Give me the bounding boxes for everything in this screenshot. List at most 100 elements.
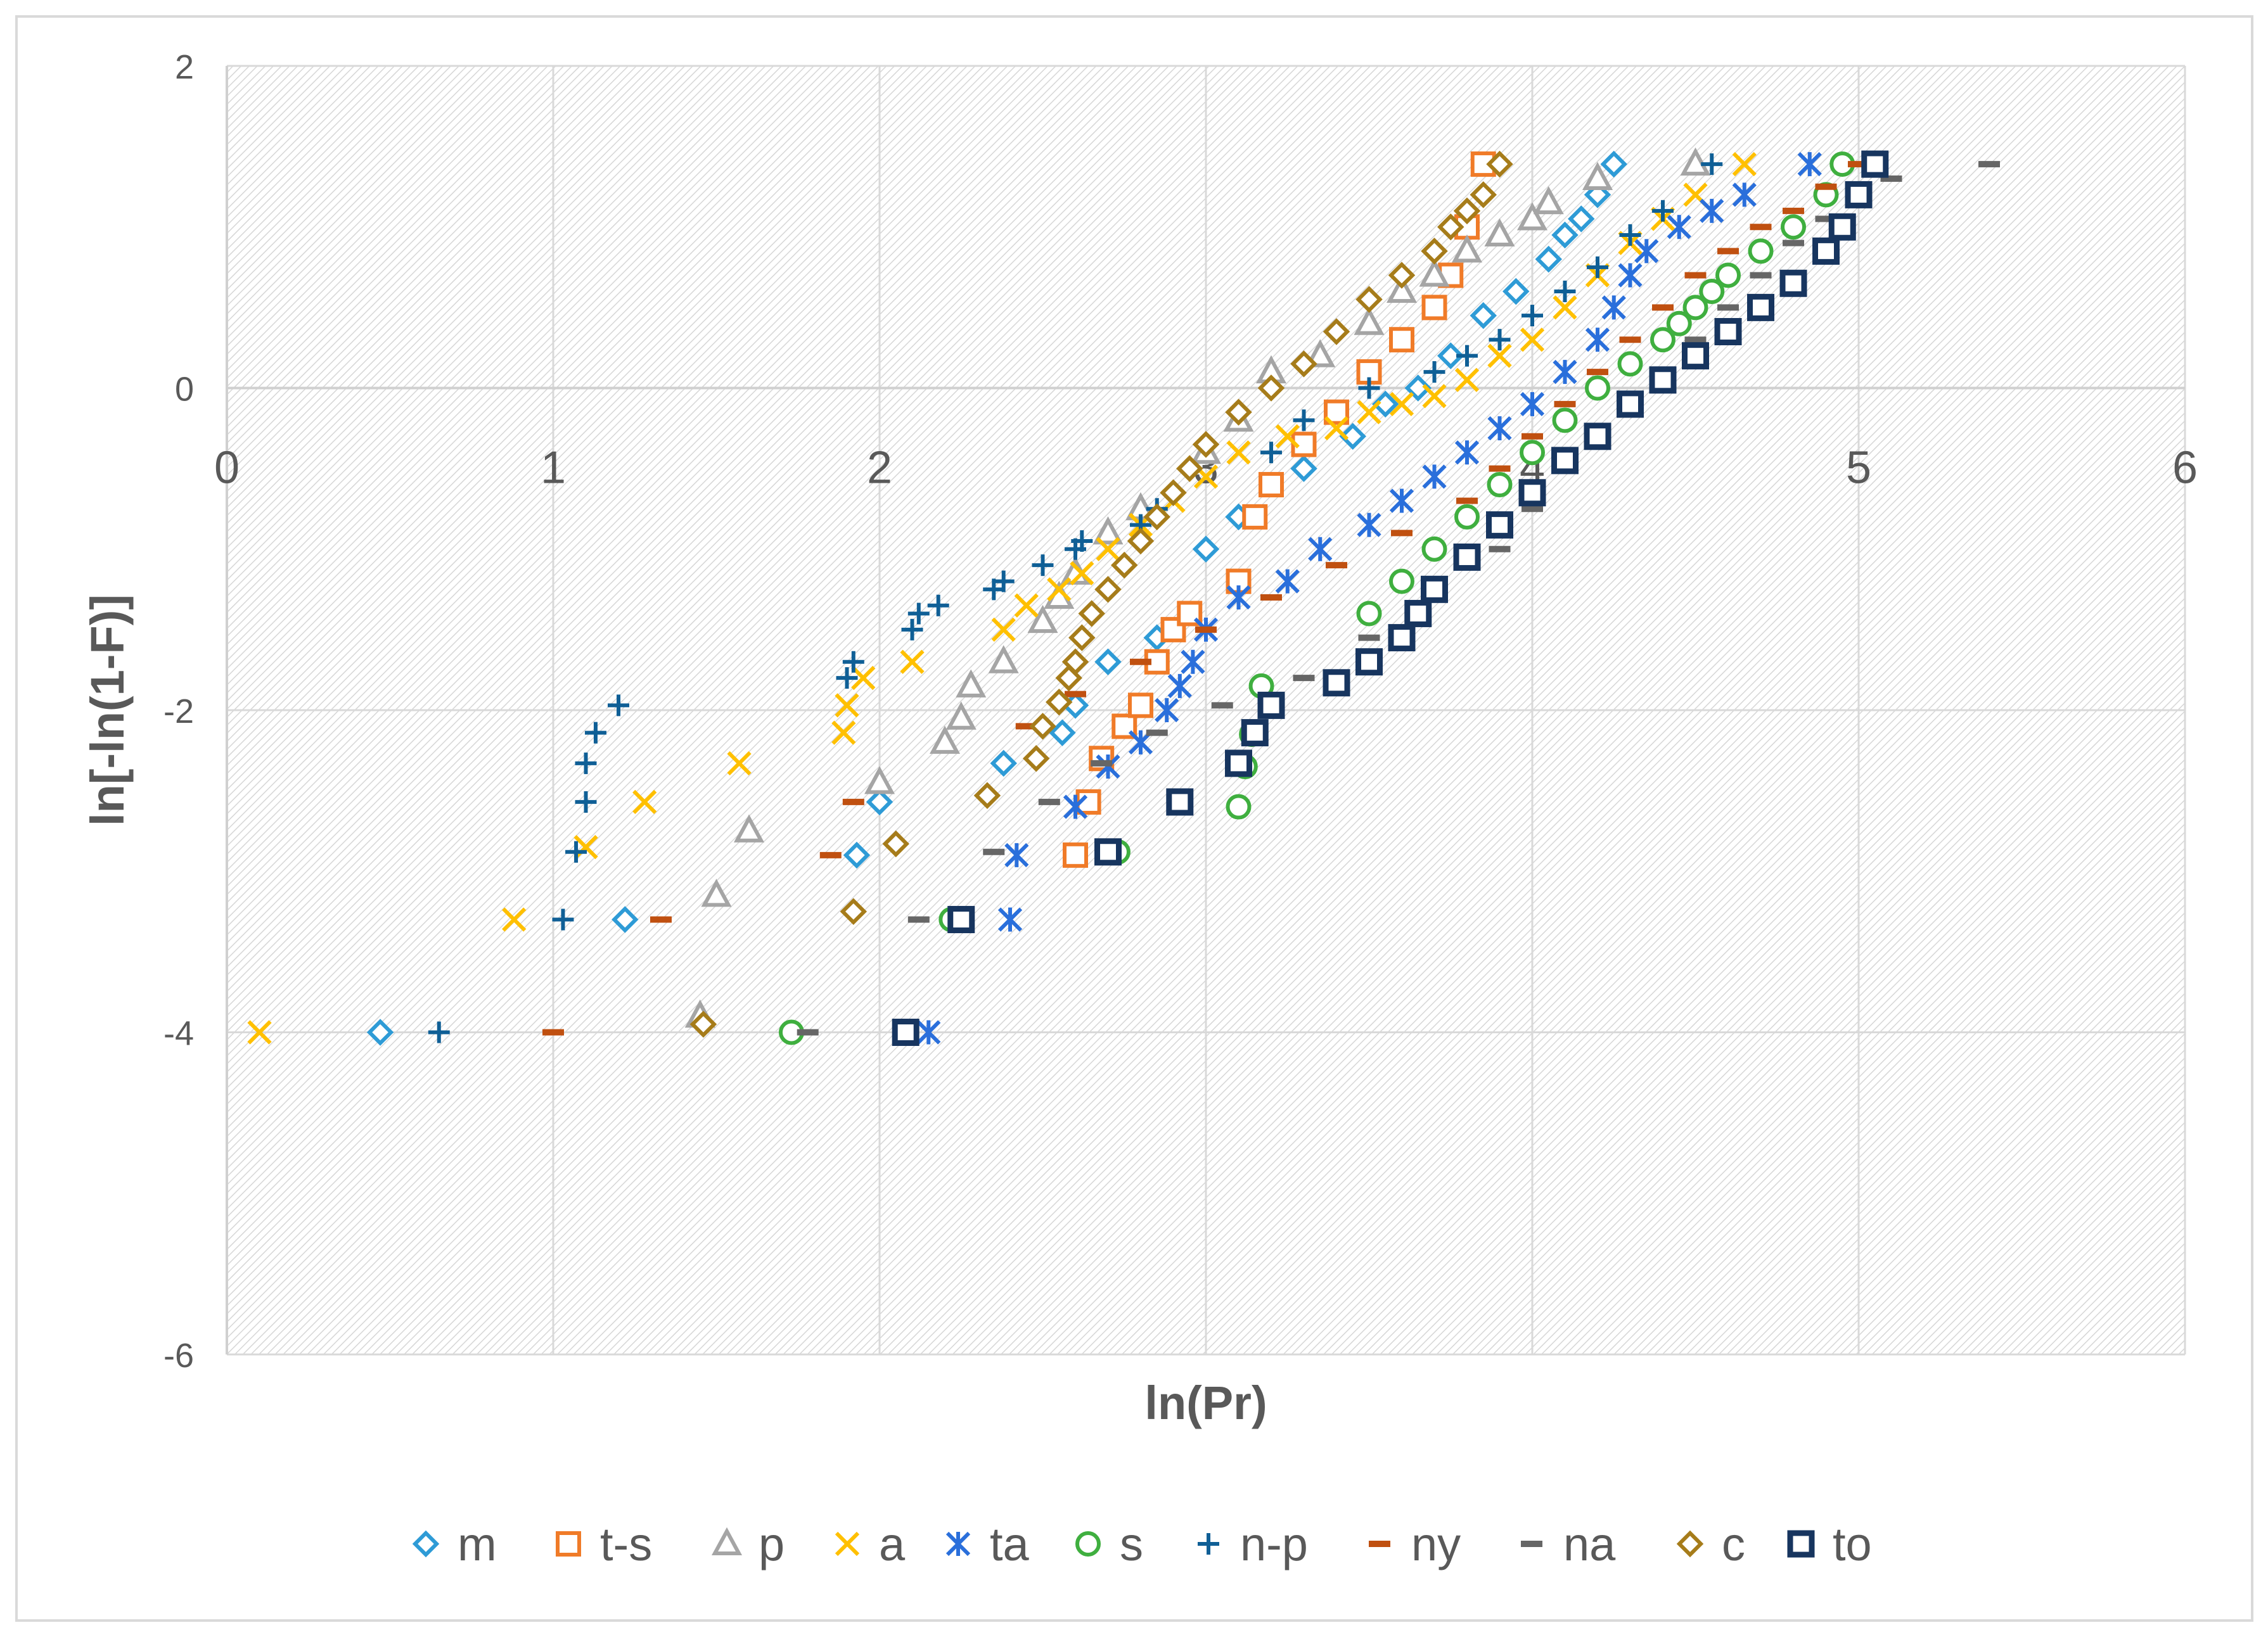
data-point-n-p [927,594,949,616]
legend-marker-a [835,1531,860,1557]
y-tick-label: -4 [163,1015,194,1053]
data-point-ta [1634,239,1659,264]
legend-item-ny: ny [1369,1518,1461,1570]
data-point-n-p [1293,409,1315,431]
data-point-c [1127,527,1155,555]
data-point-p [929,725,961,754]
data-point-a [1422,384,1447,409]
data-point-n-p [992,570,1015,592]
data-point-n-p [1554,280,1576,302]
legend-item-to: to [1787,1518,1872,1570]
data-point-p [1305,339,1336,367]
data-point-c [1160,479,1187,507]
data-point-p [1484,218,1515,246]
data-point-to [1094,838,1122,866]
data-point-p [988,645,1019,673]
data-point-c [1486,150,1513,178]
legend-label-ta: ta [990,1518,1030,1570]
data-point-c [1192,431,1220,458]
data-point-m [990,749,1017,777]
legend-item-p: p [711,1518,785,1570]
data-point-ta [1732,182,1757,207]
data-point-n-p [575,752,597,774]
data-point-m [366,1019,394,1046]
x-tick-label: 2 [867,443,892,494]
data-point-n-p [836,667,858,689]
series-m [366,150,1627,1046]
data-point-ta [1096,754,1120,779]
legend-item-c: c [1676,1518,1745,1570]
legend-item-t-s: t-s [556,1518,652,1570]
x-tick-label: 5 [1846,443,1871,494]
data-point-ta [1226,585,1251,610]
data-point-p [1386,274,1418,303]
data-point-m [843,841,871,869]
data-point-s [1682,295,1708,321]
data-point-to [1421,575,1448,603]
data-point-to [1649,366,1677,394]
data-point-to [1486,511,1513,539]
legend-marker-p [711,1527,743,1555]
data-point-c [1046,689,1073,716]
data-point-to [1584,423,1611,450]
data-point-to [1257,691,1285,719]
data-point-t-s [1259,472,1284,498]
data-point-n-p [901,618,923,640]
data-point-c [1094,576,1122,603]
data-point-to [892,1019,919,1046]
data-point-s [1421,536,1447,562]
data-point-t-s [1063,842,1088,868]
data-point-n-p [428,1021,450,1043]
data-point-ta [1389,488,1414,513]
data-point-m [1470,302,1497,329]
legend-label-na: na [1563,1518,1616,1570]
data-point-ta [1797,151,1822,177]
data-point-c [1290,350,1317,378]
data-point-m [1339,423,1366,450]
data-point-p [956,669,987,697]
data-point-a [1014,593,1039,618]
data-point-a [1487,343,1512,368]
data-point-s [1699,278,1725,304]
x-tick-label: 1 [541,443,566,494]
data-point-to [1323,669,1350,697]
data-point-to [1518,479,1546,507]
data-point-n-p [608,694,629,717]
data-point-c [1421,238,1448,265]
data-point-to [1617,390,1644,418]
data-point-ta [1667,215,1691,239]
legend-marker-n-p [1198,1533,1219,1555]
data-point-a [247,1020,272,1045]
data-point-ta [1553,359,1577,385]
data-point-p [733,814,765,843]
data-point-p [1451,234,1483,263]
data-point-ta [1487,416,1512,441]
data-point-a [835,693,859,718]
data-point-p [1354,307,1385,335]
series-p [684,147,1711,1028]
series-ta [916,151,1822,1045]
data-point-ta [1181,649,1205,674]
legend-label-ny: ny [1411,1518,1461,1570]
y-tick-label: 2 [175,48,194,86]
data-point-a [502,907,527,932]
data-point-c [1453,197,1481,225]
tick-labels: 0 1 2 3 4 5 6-6-4-202 [163,48,2198,1375]
data-point-to [1551,447,1579,475]
data-point-s [1552,407,1578,433]
y-axis-title: ln[-ln(1-F)] [81,594,134,826]
data-point-ta [1275,569,1300,594]
data-point-n-p [842,651,864,673]
data-point-ta [1357,513,1381,537]
data-point-n-p [1587,256,1608,278]
data-point-a [1275,424,1300,449]
series-c [689,150,1513,1038]
data-point-n-p [565,841,587,863]
data-point-s [1454,504,1480,530]
data-point-ta [1700,198,1724,223]
data-point-ta [1454,440,1480,465]
legend-marker-to [1787,1530,1815,1558]
data-point-p [1582,162,1613,190]
data-point-s [1389,568,1414,594]
